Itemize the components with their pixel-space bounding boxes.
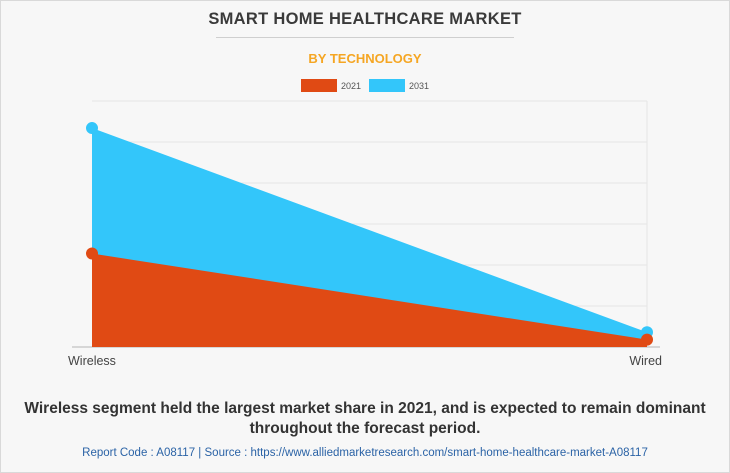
legend-swatch-2021: [300, 79, 337, 92]
chart-title: SMART HOME HEALTHCARE MARKET: [208, 10, 522, 28]
report-code: Report Code : A08117: [82, 447, 196, 459]
legend-label-2031: 2031: [409, 80, 430, 91]
chart-subtitle: BY TECHNOLOGY: [308, 51, 422, 66]
data-point-2021-wired: [641, 333, 653, 346]
footer: Report Code : A08117 | Source : https://…: [0, 447, 730, 459]
legend-item-2021[interactable]: 2021: [300, 79, 361, 92]
x-tick-label-wireless: Wireless: [68, 354, 116, 368]
title-divider: [216, 37, 514, 38]
chart-caption: Wireless segment held the largest market…: [24, 400, 706, 437]
legend-label-2021: 2021: [340, 80, 361, 91]
legend: 2021 2031: [0, 79, 730, 92]
data-point-2031-wireless: [86, 122, 98, 135]
source-link[interactable]: Source : https://www.alliedmarketresearc…: [204, 447, 648, 459]
x-tick-label-wired: Wired: [629, 354, 662, 368]
area-series-2021: [92, 253, 647, 347]
data-point-2021-wireless: [86, 247, 98, 260]
footer-separator: |: [198, 447, 202, 459]
legend-item-2031[interactable]: 2031: [369, 79, 429, 92]
legend-swatch-2031: [369, 79, 405, 92]
